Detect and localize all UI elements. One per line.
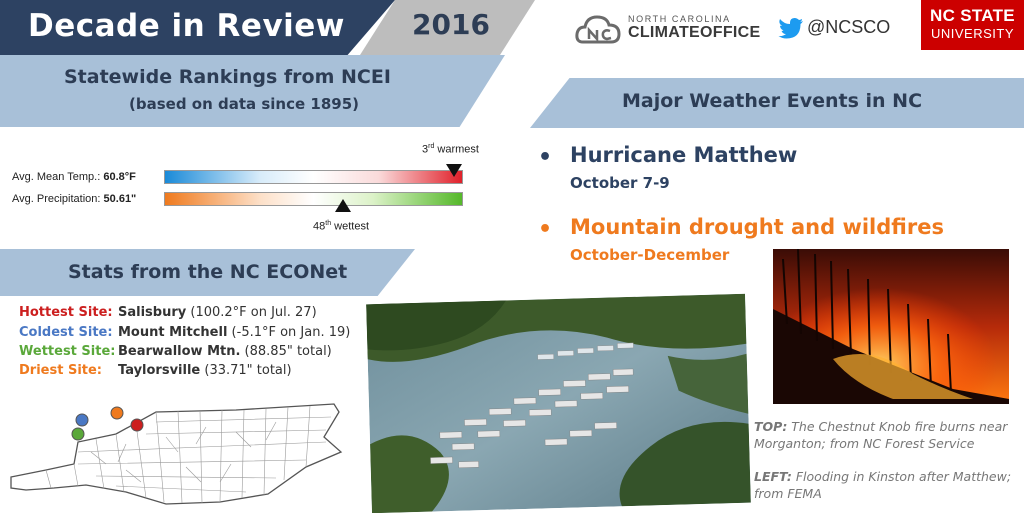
- precip-label: Avg. Precipitation:: [12, 193, 101, 205]
- caption-left-label: LEFT:: [754, 469, 792, 484]
- stat-value: (-5.1°F on Jan. 19): [227, 325, 351, 340]
- temp-rank-tag: 3rd warmest: [422, 143, 479, 156]
- event-title-hurricane: Hurricane Matthew: [570, 143, 798, 167]
- ncsu-logo: NC STATE UNIVERSITY: [921, 0, 1024, 50]
- stat-label: Driest Site:: [19, 363, 103, 378]
- events-header-band: [530, 78, 1024, 128]
- caption-left-text: Flooding in Kinston after Matthew; from …: [754, 469, 1012, 501]
- twitter-bird-icon: [778, 18, 803, 39]
- logo-subtitle: NORTH CAROLINA: [628, 14, 731, 24]
- events-title: Major Weather Events in NC: [622, 90, 923, 112]
- precip-rank-marker: [335, 199, 352, 212]
- temp-ranking-bar: [164, 170, 463, 184]
- stat-label: Hottest Site:: [19, 305, 113, 320]
- wildfire-photo: [773, 249, 1009, 404]
- stat-row-wettest: Wettest Site: Bearwallow Mtn. (88.85" tot…: [19, 344, 332, 359]
- nc-county-map: [10, 403, 343, 505]
- stat-site: Salisbury: [118, 305, 187, 320]
- precip-rank-num: 48: [313, 220, 326, 233]
- flood-photo: [366, 293, 751, 513]
- caption-top: TOP: The Chestnut Knob fire burns near M…: [754, 418, 1019, 452]
- stat-label: Coldest Site:: [19, 325, 113, 340]
- precip-value: 50.61": [103, 193, 137, 205]
- event-date-hurricane: October 7-9: [570, 174, 670, 192]
- rankings-subtitle: (based on data since 1895): [129, 95, 359, 113]
- caption-left: LEFT: Flooding in Kinston after Matthew;…: [754, 468, 1019, 502]
- stat-value: (33.71" total): [200, 363, 292, 378]
- temp-rank-num: 3: [422, 143, 429, 156]
- ncsu-logo-line2: UNIVERSITY: [930, 26, 1014, 41]
- temp-rank-word: warmest: [434, 143, 479, 156]
- stat-value: (100.2°F on Jul. 27): [186, 305, 317, 320]
- event-title-wildfires: Mountain drought and wildfires: [570, 215, 944, 239]
- climate-office-cloud-icon: [575, 15, 621, 44]
- logo-title: CLIMATEOFFICE: [628, 24, 761, 41]
- rankings-header-band: [0, 55, 505, 127]
- temp-label: Avg. Mean Temp.:: [12, 171, 101, 183]
- stat-value: (88.85" total): [240, 344, 332, 359]
- temp-value: 60.8°F: [103, 171, 136, 183]
- stat-site: Mount Mitchell: [118, 325, 228, 340]
- stat-row-coldest: Coldest Site: Mount Mitchell (-5.1°F on J…: [19, 325, 350, 340]
- ncsu-logo-line1: NC STATE: [930, 6, 1015, 25]
- temp-rank-label: Avg. Mean Temp.: 60.8°F: [12, 171, 136, 183]
- stat-row-hottest: Hottest Site: Salisbury (100.2°F on Jul. …: [19, 305, 317, 320]
- stats-header-band: [0, 249, 415, 296]
- twitter-handle: @NCSCO: [807, 17, 891, 37]
- stat-row-driest: Driest Site: Taylorsville (33.71" total): [19, 363, 292, 378]
- caption-top-label: TOP:: [754, 419, 788, 434]
- year-label: 2016: [412, 8, 490, 41]
- event-date-wildfires: October-December: [570, 246, 730, 264]
- precip-rank-suffix: th: [325, 220, 332, 227]
- stat-label: Wettest Site:: [19, 344, 116, 359]
- stat-site: Bearwallow Mtn.: [118, 344, 241, 359]
- stats-title: Stats from the NC ECONet: [68, 261, 348, 283]
- caption-top-text: The Chestnut Knob fire burns near Morgan…: [754, 419, 1008, 451]
- precip-rank-tag: 48th wettest: [313, 220, 369, 233]
- title-banner: [0, 0, 395, 55]
- temp-rank-suffix: rd: [428, 143, 435, 150]
- page-title: Decade in Review: [28, 8, 345, 44]
- precip-rank-word: wettest: [331, 220, 369, 233]
- rankings-title: Statewide Rankings from NCEI: [64, 66, 391, 88]
- precip-ranking-bar: [164, 192, 463, 206]
- event-bullet: •: [538, 217, 553, 242]
- temp-rank-marker: [446, 164, 463, 177]
- stat-site: Taylorsville: [118, 363, 201, 378]
- precip-rank-label: Avg. Precipitation: 50.61": [12, 193, 136, 205]
- event-bullet: •: [538, 145, 553, 170]
